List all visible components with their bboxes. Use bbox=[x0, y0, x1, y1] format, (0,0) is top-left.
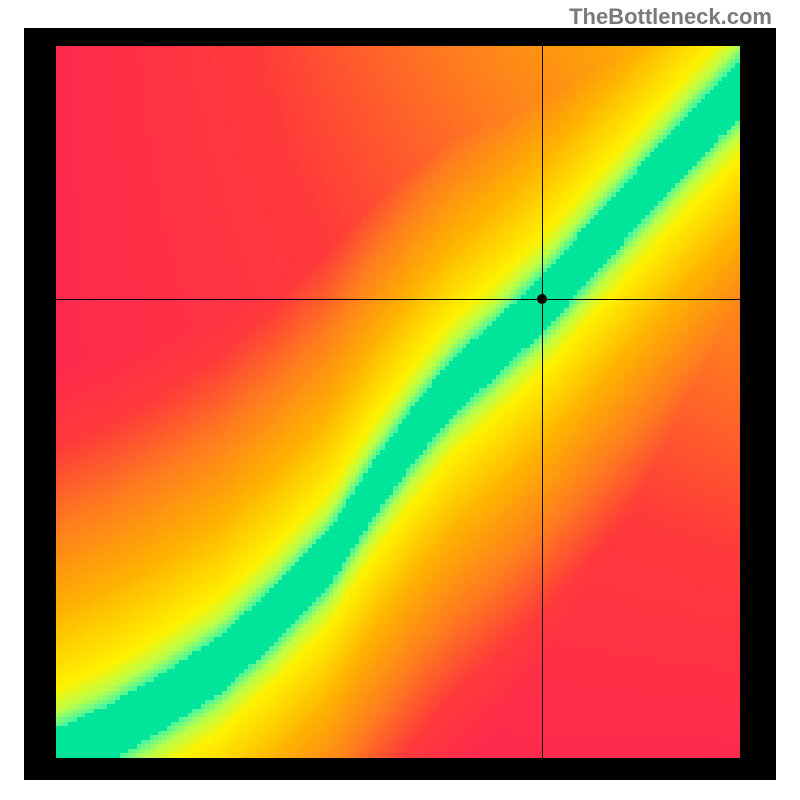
heatmap-canvas bbox=[24, 28, 776, 780]
heatmap-plot bbox=[24, 28, 776, 780]
watermark-text: TheBottleneck.com bbox=[569, 4, 772, 30]
crosshair-horizontal bbox=[56, 299, 740, 300]
heatmap-canvas-wrap bbox=[24, 28, 776, 780]
chart-container: TheBottleneck.com bbox=[0, 0, 800, 800]
crosshair-marker-dot bbox=[537, 294, 547, 304]
crosshair-vertical bbox=[542, 46, 543, 758]
